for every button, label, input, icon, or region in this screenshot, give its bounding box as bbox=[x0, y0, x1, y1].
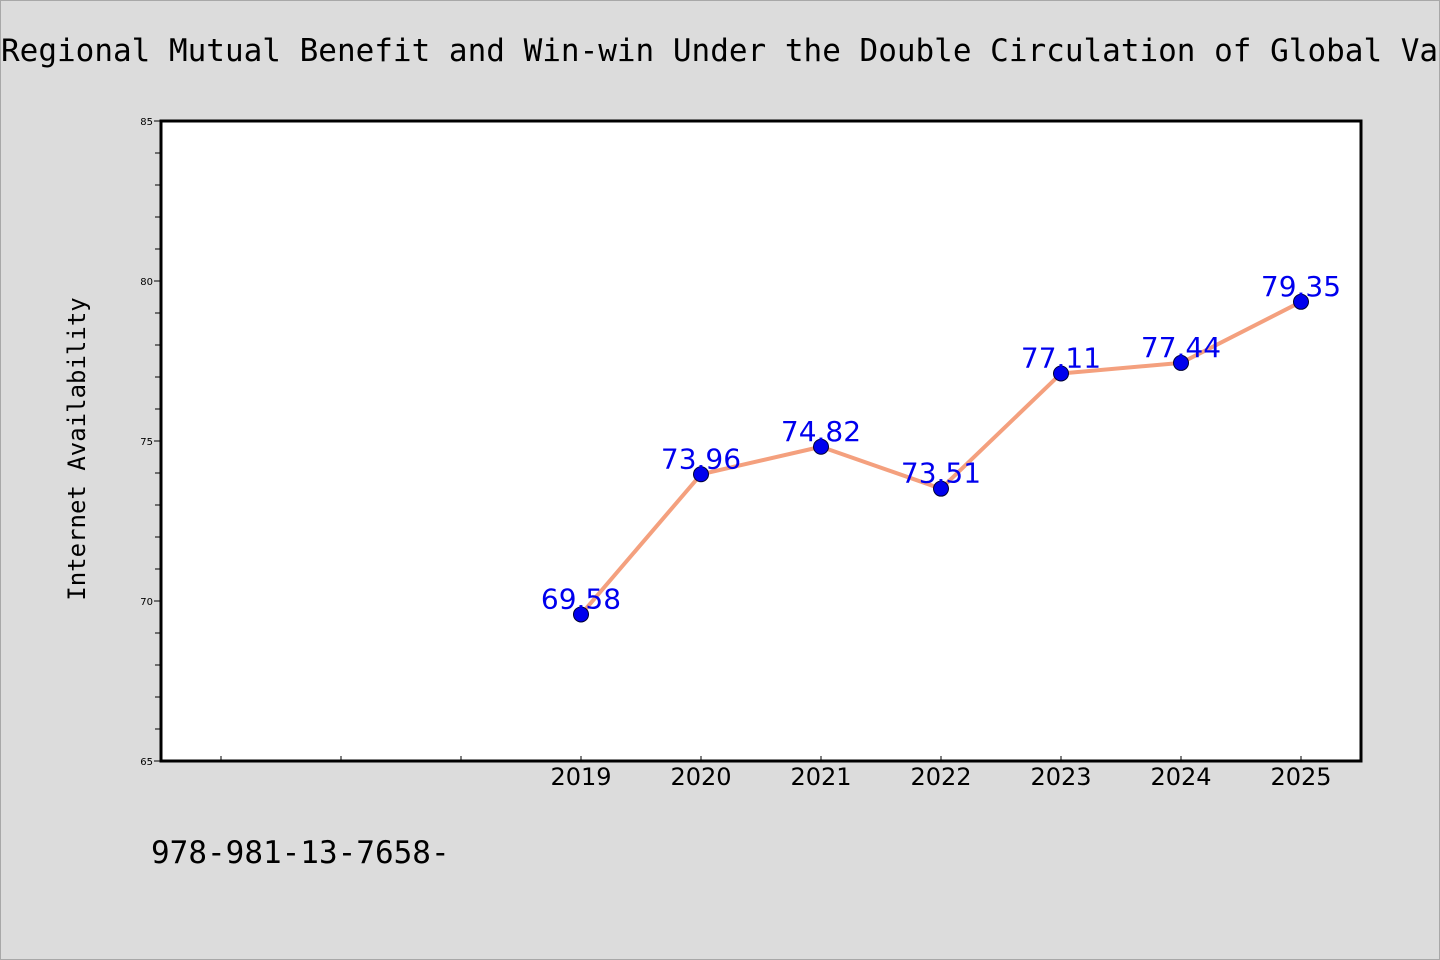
data-point bbox=[1173, 354, 1189, 371]
x-tick-label: 2025 bbox=[1270, 763, 1331, 791]
data-label: 77.11 bbox=[1021, 341, 1101, 374]
data-point bbox=[1293, 293, 1309, 310]
data-point bbox=[573, 606, 589, 623]
chart-title: Regional Mutual Benefit and Win-win Unde… bbox=[1, 33, 1439, 69]
data-label: 74.82 bbox=[781, 415, 861, 448]
data-label: 73.96 bbox=[661, 442, 741, 475]
y-tick-label: 65 bbox=[140, 757, 153, 768]
data-point bbox=[693, 466, 709, 483]
plot-area bbox=[161, 121, 1361, 761]
plot-frame bbox=[159, 119, 1363, 763]
y-tick-label: 85 bbox=[140, 117, 153, 128]
data-label: 79.35 bbox=[1261, 270, 1341, 303]
x-tick-label: 2023 bbox=[1030, 763, 1091, 791]
x-tick-label: 2020 bbox=[670, 763, 731, 791]
data-point bbox=[1053, 365, 1069, 382]
data-point bbox=[813, 438, 829, 455]
x-tick-label: 2022 bbox=[910, 763, 971, 791]
data-label: 69.58 bbox=[541, 582, 621, 615]
y-tick-label: 80 bbox=[140, 277, 153, 288]
footnote-isbn: 978-981-13-7658- bbox=[151, 835, 450, 871]
y-tick-label: 70 bbox=[140, 597, 153, 608]
y-tick-label: 75 bbox=[140, 437, 153, 448]
x-tick-label: 2021 bbox=[790, 763, 851, 791]
x-tick-label: 2019 bbox=[550, 763, 611, 791]
data-point bbox=[933, 480, 949, 497]
data-label: 73.51 bbox=[901, 457, 981, 490]
data-label: 77.44 bbox=[1141, 331, 1221, 364]
x-tick-label: 2024 bbox=[1150, 763, 1211, 791]
